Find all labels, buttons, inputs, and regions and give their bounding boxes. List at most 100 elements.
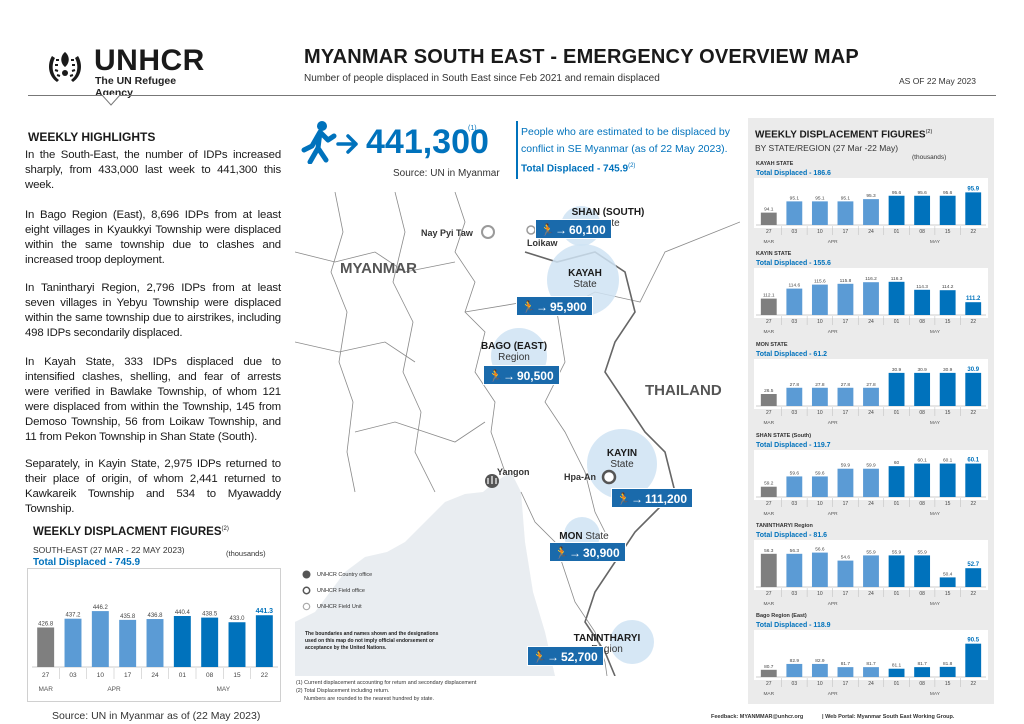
left-chart-total: Total Displaced - 745.9 bbox=[33, 557, 141, 568]
data-label: 116.2 bbox=[865, 276, 877, 282]
tick-label: 17 bbox=[843, 501, 849, 507]
tick-label: 10 bbox=[817, 319, 823, 325]
month-label: APR bbox=[107, 686, 121, 693]
left-chart-title: WEEKLY DISPLACMENT FIGURES(2) bbox=[33, 526, 229, 538]
data-label: 95.9 bbox=[967, 186, 979, 192]
state-chart-title: TANINTHARYI Region bbox=[756, 523, 813, 529]
tick-label: 01 bbox=[894, 591, 900, 597]
tick-label: 10 bbox=[817, 410, 823, 416]
data-label: 81.7 bbox=[866, 661, 876, 667]
month-label: MAR bbox=[763, 239, 774, 245]
tick-label: 10 bbox=[97, 672, 105, 679]
data-label: 59.9 bbox=[866, 463, 876, 469]
displaced-person-icon: 🏃→ bbox=[616, 492, 643, 506]
bar bbox=[914, 555, 931, 587]
tick-label: 03 bbox=[69, 672, 77, 679]
header-divider bbox=[28, 95, 996, 96]
bar bbox=[837, 560, 854, 587]
highlight-paragraph: In the South-East, the number of IDPs in… bbox=[25, 149, 281, 191]
state-chart-total: Total Displaced - 61.2 bbox=[756, 351, 827, 358]
month-label: MAY bbox=[930, 691, 941, 697]
data-label: 56.6 bbox=[815, 547, 825, 553]
bar bbox=[965, 568, 982, 587]
highlight-paragraph: In Bago Region (East), 8,696 IDPs from a… bbox=[25, 209, 281, 266]
map-disclaimer: The boundaries and names shown and the d… bbox=[305, 631, 439, 651]
headline-idp-count: 441,300 bbox=[366, 123, 489, 161]
footer-web-portal[interactable]: | Web Portal: Myanmar South East Working… bbox=[822, 714, 955, 720]
tick-label: 22 bbox=[970, 591, 976, 597]
displaced-person-icon: 🏃→ bbox=[488, 369, 515, 383]
bar bbox=[888, 668, 905, 677]
tick-label: 03 bbox=[792, 319, 798, 325]
state-chart-total: Total Displaced - 119.7 bbox=[756, 442, 831, 449]
data-label: 55.9 bbox=[866, 549, 876, 555]
as-of-date: AS OF 22 May 2023 bbox=[899, 76, 977, 86]
tick-label: 22 bbox=[261, 672, 269, 679]
data-label: 441.3 bbox=[256, 608, 274, 615]
tick-label: 08 bbox=[919, 229, 925, 235]
tick-label: 15 bbox=[945, 501, 951, 507]
bar bbox=[837, 387, 854, 406]
state-bar-charts: KAYAH STATE Total Displaced - 186.6 94.1 27… bbox=[754, 161, 988, 697]
data-label: 30.9 bbox=[943, 367, 953, 373]
tick-label: 08 bbox=[919, 319, 925, 325]
data-label: 26.5 bbox=[764, 388, 774, 394]
emergency-map: MYANMAR THAILAND Nay Pyi Taw Loikaw Yang… bbox=[294, 191, 741, 677]
data-label: 60.1 bbox=[917, 458, 927, 464]
state-chart-title: Bago Region (East) bbox=[756, 613, 807, 619]
idp-pill-bago-east: 🏃→ 90,500 bbox=[483, 365, 560, 385]
bar bbox=[173, 615, 191, 667]
tick-label: 03 bbox=[792, 591, 798, 597]
right-panel-subtitle: BY STATE/REGION (27 Mar -22 May) bbox=[755, 143, 899, 153]
bar bbox=[786, 201, 803, 225]
page-title: MYANMAR SOUTH EAST - EMERGENCY OVERVIEW … bbox=[304, 46, 859, 68]
month-label: MAR bbox=[763, 329, 774, 335]
region-label-kayin: KAYIN State bbox=[606, 448, 638, 470]
month-label: MAR bbox=[763, 601, 774, 607]
tick-label: 27 bbox=[766, 681, 772, 687]
city-label-hpa-an: Hpa-An bbox=[564, 472, 596, 482]
data-label: 30.9 bbox=[967, 367, 979, 373]
bar bbox=[965, 302, 982, 315]
bar bbox=[811, 284, 828, 315]
data-label: 440.4 bbox=[175, 610, 191, 616]
bar bbox=[837, 201, 854, 225]
bar bbox=[786, 663, 803, 677]
tick-label: 15 bbox=[945, 591, 951, 597]
tick-label: 17 bbox=[843, 591, 849, 597]
bar bbox=[888, 466, 905, 497]
tick-label: 15 bbox=[945, 319, 951, 325]
bar bbox=[914, 667, 931, 677]
bar bbox=[760, 212, 777, 225]
headline-accent-bar bbox=[516, 121, 518, 179]
bar bbox=[888, 281, 905, 315]
tick-label: 03 bbox=[792, 410, 798, 416]
displaced-person-icon: 🏃→ bbox=[521, 300, 548, 314]
tick-label: 10 bbox=[817, 229, 823, 235]
tick-label: 08 bbox=[206, 672, 214, 679]
tick-label: 01 bbox=[894, 229, 900, 235]
map-footnotes: (1) Current displacement accounting for … bbox=[296, 680, 477, 702]
month-label: MAR bbox=[38, 686, 53, 693]
footer-feedback[interactable]: Feedback: MYANMMAR@unhcr.org bbox=[711, 714, 804, 720]
tick-label: 27 bbox=[42, 672, 50, 679]
headline-footnote-ref: (1) bbox=[468, 125, 477, 132]
left-chart-units: (thousands) bbox=[226, 549, 266, 558]
month-label: APR bbox=[828, 601, 838, 607]
city-label-nay-pyi-taw: Nay Pyi Taw bbox=[421, 228, 473, 238]
bar bbox=[837, 283, 854, 315]
region-label-bago-east: BAGO (EAST) Region bbox=[480, 341, 548, 363]
month-label: APR bbox=[828, 511, 838, 517]
country-label-thailand: THAILAND bbox=[645, 382, 722, 399]
state-chart-total: Total Displaced - 118.9 bbox=[756, 622, 831, 629]
state-charts-panel: KAYAH STATE Total Displaced - 186.6 94.1 27… bbox=[748, 118, 994, 704]
month-label: APR bbox=[828, 420, 838, 426]
tick-label: 22 bbox=[970, 501, 976, 507]
tick-label: 24 bbox=[868, 681, 874, 687]
tick-label: 17 bbox=[843, 410, 849, 416]
bar bbox=[64, 618, 82, 667]
data-label: 30.9 bbox=[917, 367, 927, 373]
bar bbox=[863, 555, 879, 587]
field-unit-icon bbox=[302, 602, 311, 611]
bar bbox=[786, 553, 803, 587]
